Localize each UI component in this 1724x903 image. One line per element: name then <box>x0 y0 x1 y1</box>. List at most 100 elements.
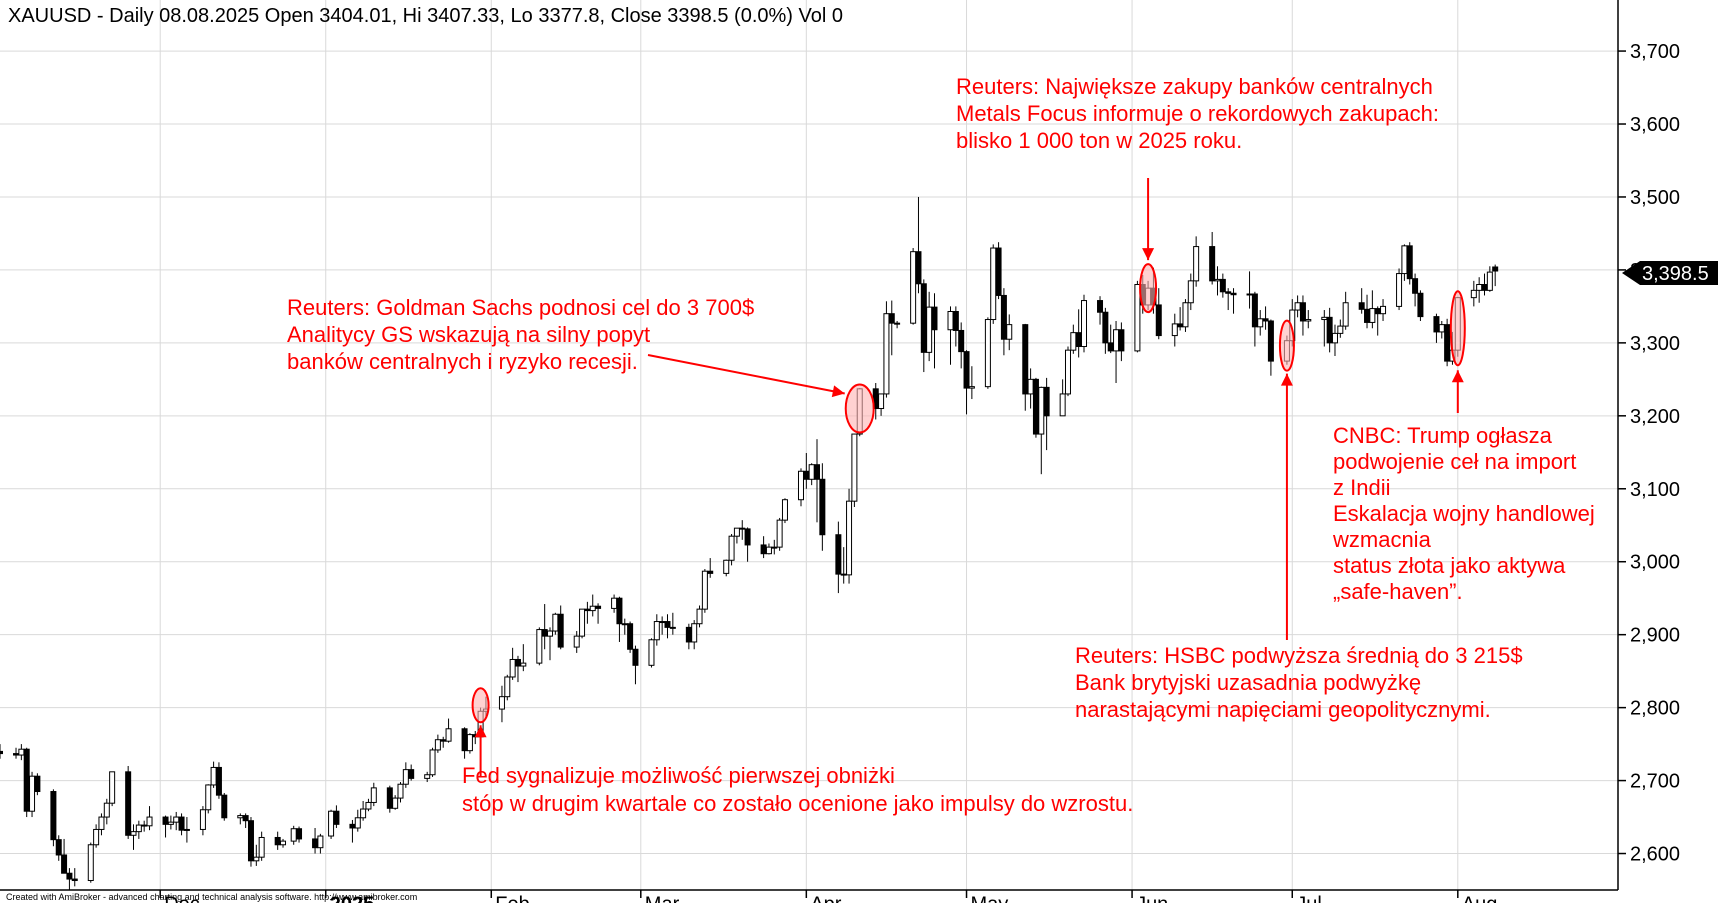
candle <box>1374 308 1381 315</box>
annotation-line: stóp w drugim kwartale co zostało ocenio… <box>462 791 1133 816</box>
candle <box>237 815 244 819</box>
candle <box>952 311 959 331</box>
candle <box>691 623 698 643</box>
candle <box>797 470 804 501</box>
candle <box>1299 302 1306 322</box>
arrow-head <box>1280 373 1293 386</box>
candle <box>130 831 137 836</box>
candle <box>1113 329 1120 352</box>
candle <box>1171 323 1178 337</box>
candle <box>1064 349 1071 395</box>
candle <box>402 769 409 785</box>
candle <box>1396 273 1403 307</box>
candle <box>990 247 997 321</box>
candle <box>984 319 991 388</box>
candle <box>621 623 628 626</box>
candle <box>1081 300 1088 348</box>
candle <box>707 570 714 574</box>
candle <box>765 546 772 555</box>
last-price-badge <box>1622 261 1718 285</box>
candle <box>648 639 655 666</box>
candle <box>808 464 815 480</box>
candle <box>958 329 965 353</box>
candle <box>894 322 901 325</box>
candle <box>13 753 20 756</box>
candle <box>135 824 142 833</box>
candle <box>723 559 730 574</box>
candles-layer <box>0 196 1499 890</box>
candle <box>162 816 169 825</box>
candle <box>584 608 591 612</box>
candle <box>242 815 249 822</box>
candle <box>883 313 890 395</box>
candle <box>1262 318 1269 322</box>
y-tick-label: 2,600 <box>1630 844 1680 866</box>
candle <box>888 313 895 324</box>
candle <box>520 662 527 667</box>
candle <box>29 775 36 812</box>
annotation-line: podwojenie ceł na import <box>1333 449 1576 474</box>
annotation-line: Fed sygnalizuje możliwość pierwszej obni… <box>462 763 895 788</box>
y-tick-label: 2,800 <box>1630 698 1680 720</box>
candle <box>1486 271 1493 291</box>
candle <box>274 836 281 846</box>
candle <box>312 838 319 849</box>
candle <box>733 527 740 537</box>
candle <box>429 749 436 776</box>
candle <box>1246 293 1253 296</box>
candle <box>258 836 265 858</box>
candle <box>61 854 68 874</box>
candle <box>1038 386 1045 435</box>
candle <box>659 621 666 624</box>
candle <box>178 816 185 831</box>
candle <box>445 728 452 742</box>
highlight-ellipse <box>844 383 875 434</box>
candle <box>685 626 692 643</box>
candle <box>1214 278 1221 282</box>
candle <box>632 648 639 666</box>
candle <box>846 500 853 576</box>
candle <box>771 546 778 549</box>
candle <box>589 605 596 612</box>
candle <box>1476 284 1483 291</box>
candle <box>776 519 783 548</box>
candle <box>1155 304 1162 337</box>
x-tick-label: May <box>971 894 1009 903</box>
candle <box>926 306 933 353</box>
candle <box>280 840 287 846</box>
candle <box>1481 284 1488 291</box>
candle <box>547 630 554 637</box>
candle <box>34 775 41 793</box>
candle <box>728 535 735 561</box>
candle <box>910 251 917 324</box>
candle <box>1225 291 1232 294</box>
candle <box>1294 302 1301 311</box>
candle <box>290 828 297 842</box>
candle <box>1097 300 1104 313</box>
annotation-line: Eskalacja wojny handlowej <box>1333 501 1595 526</box>
candle <box>541 629 548 637</box>
candle <box>1075 332 1082 348</box>
candle <box>440 739 447 742</box>
last-price-label: 3,398.5 <box>1642 263 1709 285</box>
x-tick-label: Aug <box>1462 894 1498 903</box>
candle <box>167 821 174 825</box>
candle <box>173 816 180 823</box>
candle <box>1006 324 1013 340</box>
candle <box>536 629 543 664</box>
y-tick-label: 3,500 <box>1630 187 1680 209</box>
candle <box>434 739 441 751</box>
x-axis-ticks: Dec 2025 Feb Mar Apr May Jun Jul Aug <box>159 890 1498 903</box>
x-tick-label: Jul <box>1296 894 1322 903</box>
arrow-line <box>647 354 845 395</box>
candle <box>1134 284 1141 352</box>
candle <box>317 835 324 849</box>
y-tick-label: 3,300 <box>1630 333 1680 355</box>
candle <box>349 823 356 829</box>
candle <box>552 613 559 632</box>
candle <box>1027 378 1034 395</box>
candle <box>354 817 361 829</box>
candle <box>328 810 335 837</box>
candle <box>1102 311 1109 344</box>
arrow-head <box>474 725 487 738</box>
